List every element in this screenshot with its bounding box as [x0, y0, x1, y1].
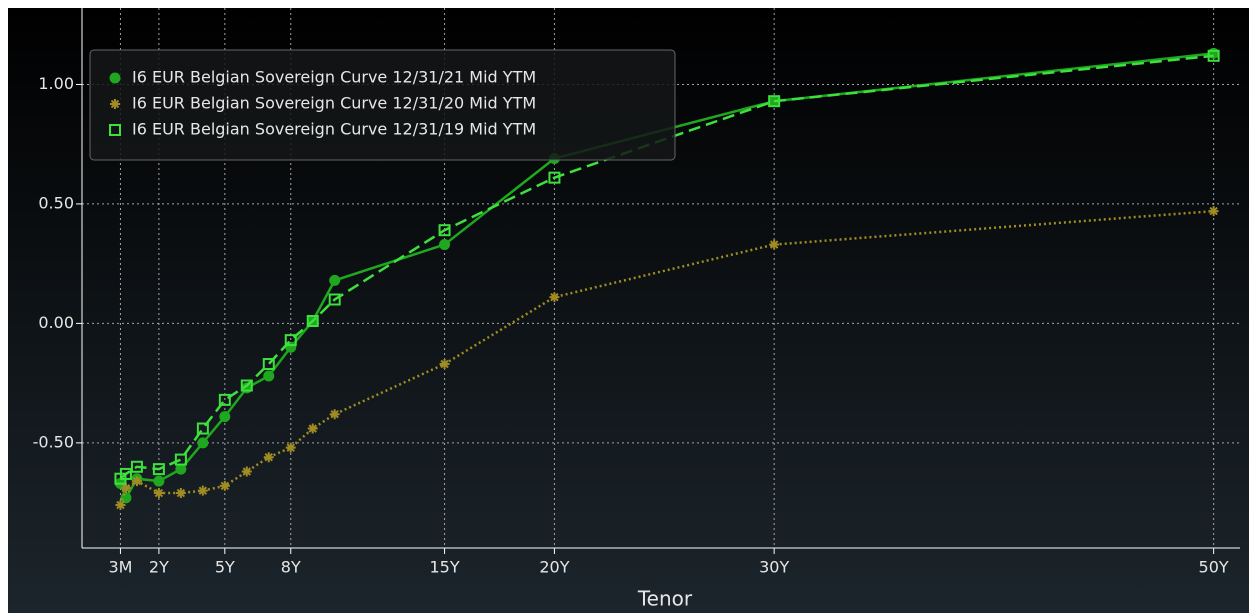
marker — [218, 393, 231, 406]
x-tick-label: 50Y — [1199, 558, 1229, 577]
marker — [219, 411, 231, 423]
marker — [120, 483, 131, 494]
marker — [152, 463, 165, 476]
marker — [262, 358, 275, 371]
marker — [769, 239, 780, 250]
marker — [115, 499, 126, 510]
marker — [329, 274, 341, 286]
marker — [328, 293, 341, 306]
marker — [219, 480, 230, 491]
marker — [130, 460, 143, 473]
marker — [768, 95, 781, 108]
marker — [548, 171, 561, 184]
marker — [240, 379, 253, 392]
marker — [1207, 49, 1220, 62]
x-axis-label: Tenor — [637, 587, 693, 611]
series-line — [119, 54, 1214, 480]
marker — [263, 452, 274, 463]
marker — [196, 422, 209, 435]
marker — [439, 359, 450, 370]
x-tick-label: 15Y — [429, 558, 459, 577]
marker — [307, 423, 318, 434]
marker — [174, 453, 187, 466]
marker — [153, 488, 164, 499]
marker — [175, 488, 186, 499]
legend-label: I6 EUR Belgian Sovereign Curve 12/31/19 … — [132, 120, 536, 139]
legend-label: I6 EUR Belgian Sovereign Curve 12/31/20 … — [132, 94, 536, 113]
legend-label: I6 EUR Belgian Sovereign Curve 12/31/21 … — [132, 68, 536, 87]
y-tick-label: -0.50 — [33, 432, 74, 451]
marker — [549, 292, 560, 303]
marker — [284, 334, 297, 347]
marker — [109, 124, 121, 136]
y-tick-label: 0.00 — [38, 313, 74, 332]
series-line — [119, 52, 1214, 501]
marker — [263, 370, 275, 382]
marker — [153, 475, 165, 487]
marker — [1208, 206, 1219, 217]
marker — [306, 315, 319, 328]
marker — [110, 99, 120, 109]
marker — [285, 442, 296, 453]
x-tick-label: 20Y — [539, 558, 569, 577]
marker — [241, 466, 252, 477]
x-tick-label: 8Y — [281, 558, 301, 577]
series-line — [119, 209, 1214, 506]
marker — [175, 463, 187, 475]
legend: I6 EUR Belgian Sovereign Curve 12/31/21 … — [89, 49, 676, 161]
marker — [120, 492, 132, 504]
y-tick-label: 0.50 — [38, 193, 74, 212]
marker — [329, 409, 340, 420]
x-tick-label: 30Y — [759, 558, 789, 577]
x-tick-label: 3M — [108, 558, 132, 577]
marker — [439, 239, 451, 251]
y-tick-label: 1.00 — [38, 74, 74, 93]
marker — [119, 467, 132, 480]
marker — [131, 476, 142, 487]
marker — [197, 485, 208, 496]
legend-box — [89, 49, 676, 161]
x-tick-label: 5Y — [215, 558, 235, 577]
x-tick-label: 2Y — [149, 558, 169, 577]
marker — [438, 224, 451, 237]
marker — [197, 437, 209, 449]
marker — [109, 72, 121, 84]
